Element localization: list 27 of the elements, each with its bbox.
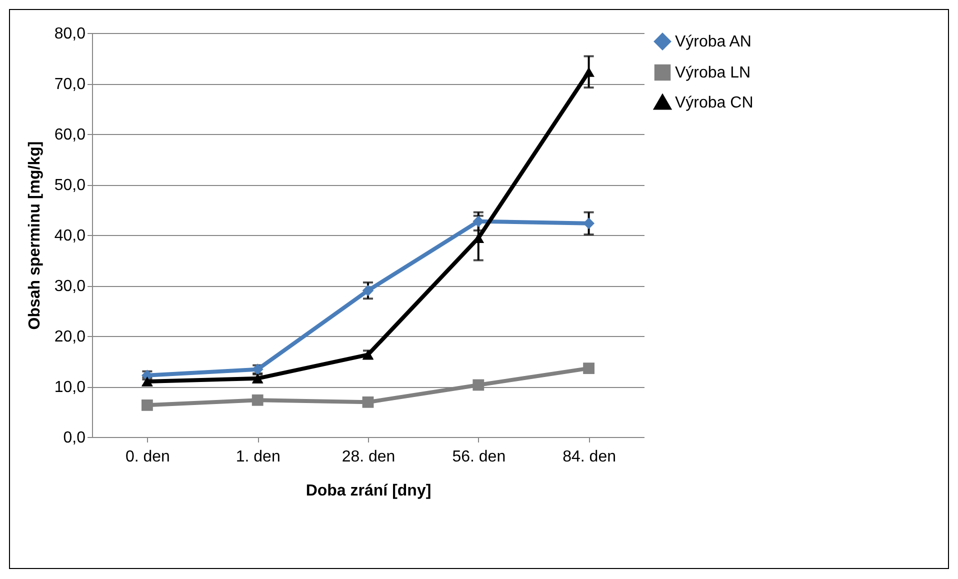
y-axis-title: Obsah sperminu [mg/kg] — [26, 141, 44, 330]
y-tick-label: 70,0 — [54, 76, 86, 93]
x-tick-label: 1. den — [236, 448, 280, 466]
point — [362, 396, 374, 408]
x-axis-title: Doba zrání [dny] — [306, 482, 432, 500]
point — [362, 284, 374, 296]
y-tick-label: 0,0 — [63, 430, 86, 446]
legend-label: Výroba CN — [675, 94, 754, 112]
y-tick-label: 10,0 — [54, 379, 86, 396]
point — [583, 218, 594, 230]
point — [583, 66, 594, 77]
x-tick-label: 84. den — [562, 448, 616, 466]
y-tick-label: 30,0 — [54, 278, 86, 295]
y-tick-label: 20,0 — [54, 328, 86, 346]
y-tick-label: 40,0 — [54, 228, 86, 244]
x-tick-label: 56. den — [452, 448, 506, 466]
point — [142, 399, 153, 411]
x-tick-label: 0. den — [125, 448, 170, 466]
y-tick-label: 60,0 — [54, 126, 86, 144]
point — [472, 379, 484, 391]
x-tick-label: 28. den — [342, 448, 396, 466]
legend-label: Výroba LN — [675, 64, 751, 82]
point — [583, 362, 594, 374]
point — [252, 394, 264, 406]
legend-label: Výroba AN — [675, 34, 752, 50]
y-tick-label: 80,0 — [54, 26, 86, 42]
y-tick-label: 50,0 — [54, 177, 86, 194]
